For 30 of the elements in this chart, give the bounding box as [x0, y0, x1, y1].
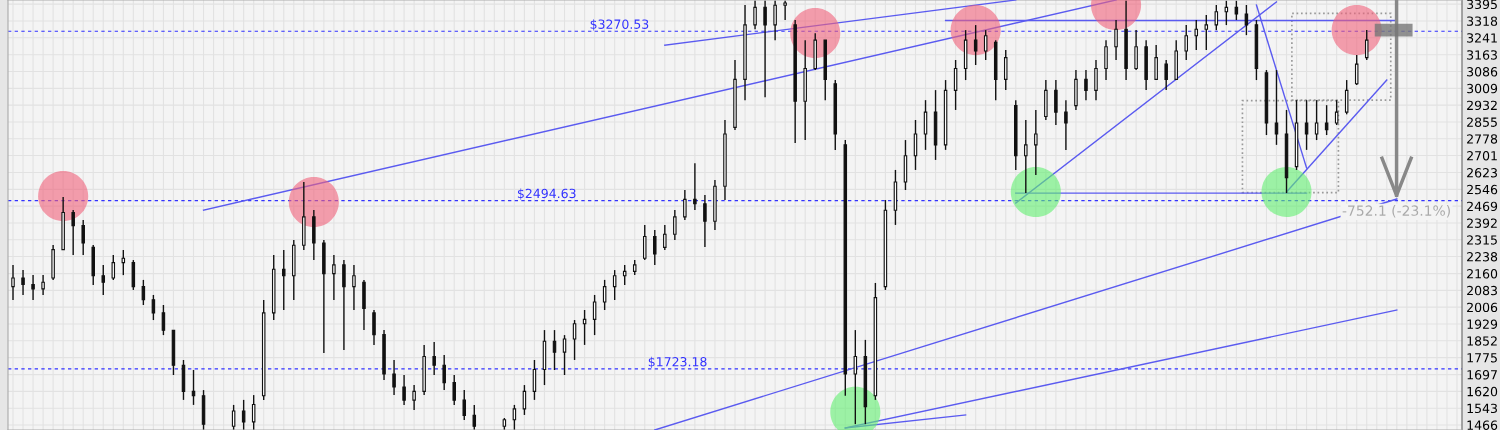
ref-line-label: $3270.53: [590, 19, 649, 31]
y-tick-label: 3009: [1467, 83, 1498, 94]
ref-line-label: $1723.18: [648, 356, 707, 369]
y-tick-label: 2546: [1467, 184, 1498, 195]
y-tick-label: 2855: [1467, 117, 1497, 127]
y-tick-label: 1697: [1467, 370, 1497, 380]
y-tick-label: 3395: [1467, 0, 1497, 10]
y-tick-label: 1929: [1467, 319, 1498, 329]
y-tick-label: 1543: [1467, 403, 1497, 414]
y-tick-label: 1852: [1467, 336, 1497, 346]
y-tick-label: 2006: [1467, 302, 1498, 313]
y-tick-label: 2623: [1467, 168, 1497, 178]
y-tick-label: 3086: [1467, 67, 1498, 77]
y-tick-label: 1466: [1467, 420, 1498, 430]
y-tick-label: 2315: [1467, 235, 1497, 245]
y-tick-label: 3163: [1467, 50, 1497, 60]
y-tick-label: 1775: [1467, 353, 1497, 363]
y-tick-label: 3241: [1467, 33, 1497, 43]
ref-line-label: $2494.63: [517, 188, 576, 200]
y-tick-label: 2392: [1467, 218, 1497, 228]
y-tick-label: 2238: [1467, 252, 1498, 262]
y-tick-label: 2701: [1467, 151, 1497, 161]
y-tick-label: 2083: [1467, 285, 1497, 296]
y-tick-label: 3318: [1467, 16, 1498, 26]
y-tick-label: 2778: [1467, 134, 1498, 144]
y-tick-label: 2469: [1467, 201, 1498, 212]
annotation: -752.1 (-23.1%): [1342, 205, 1450, 218]
y-tick-label: 2160: [1467, 269, 1498, 279]
y-tick-label: 1620: [1467, 386, 1498, 397]
y-tick-label: 2932: [1467, 100, 1497, 111]
